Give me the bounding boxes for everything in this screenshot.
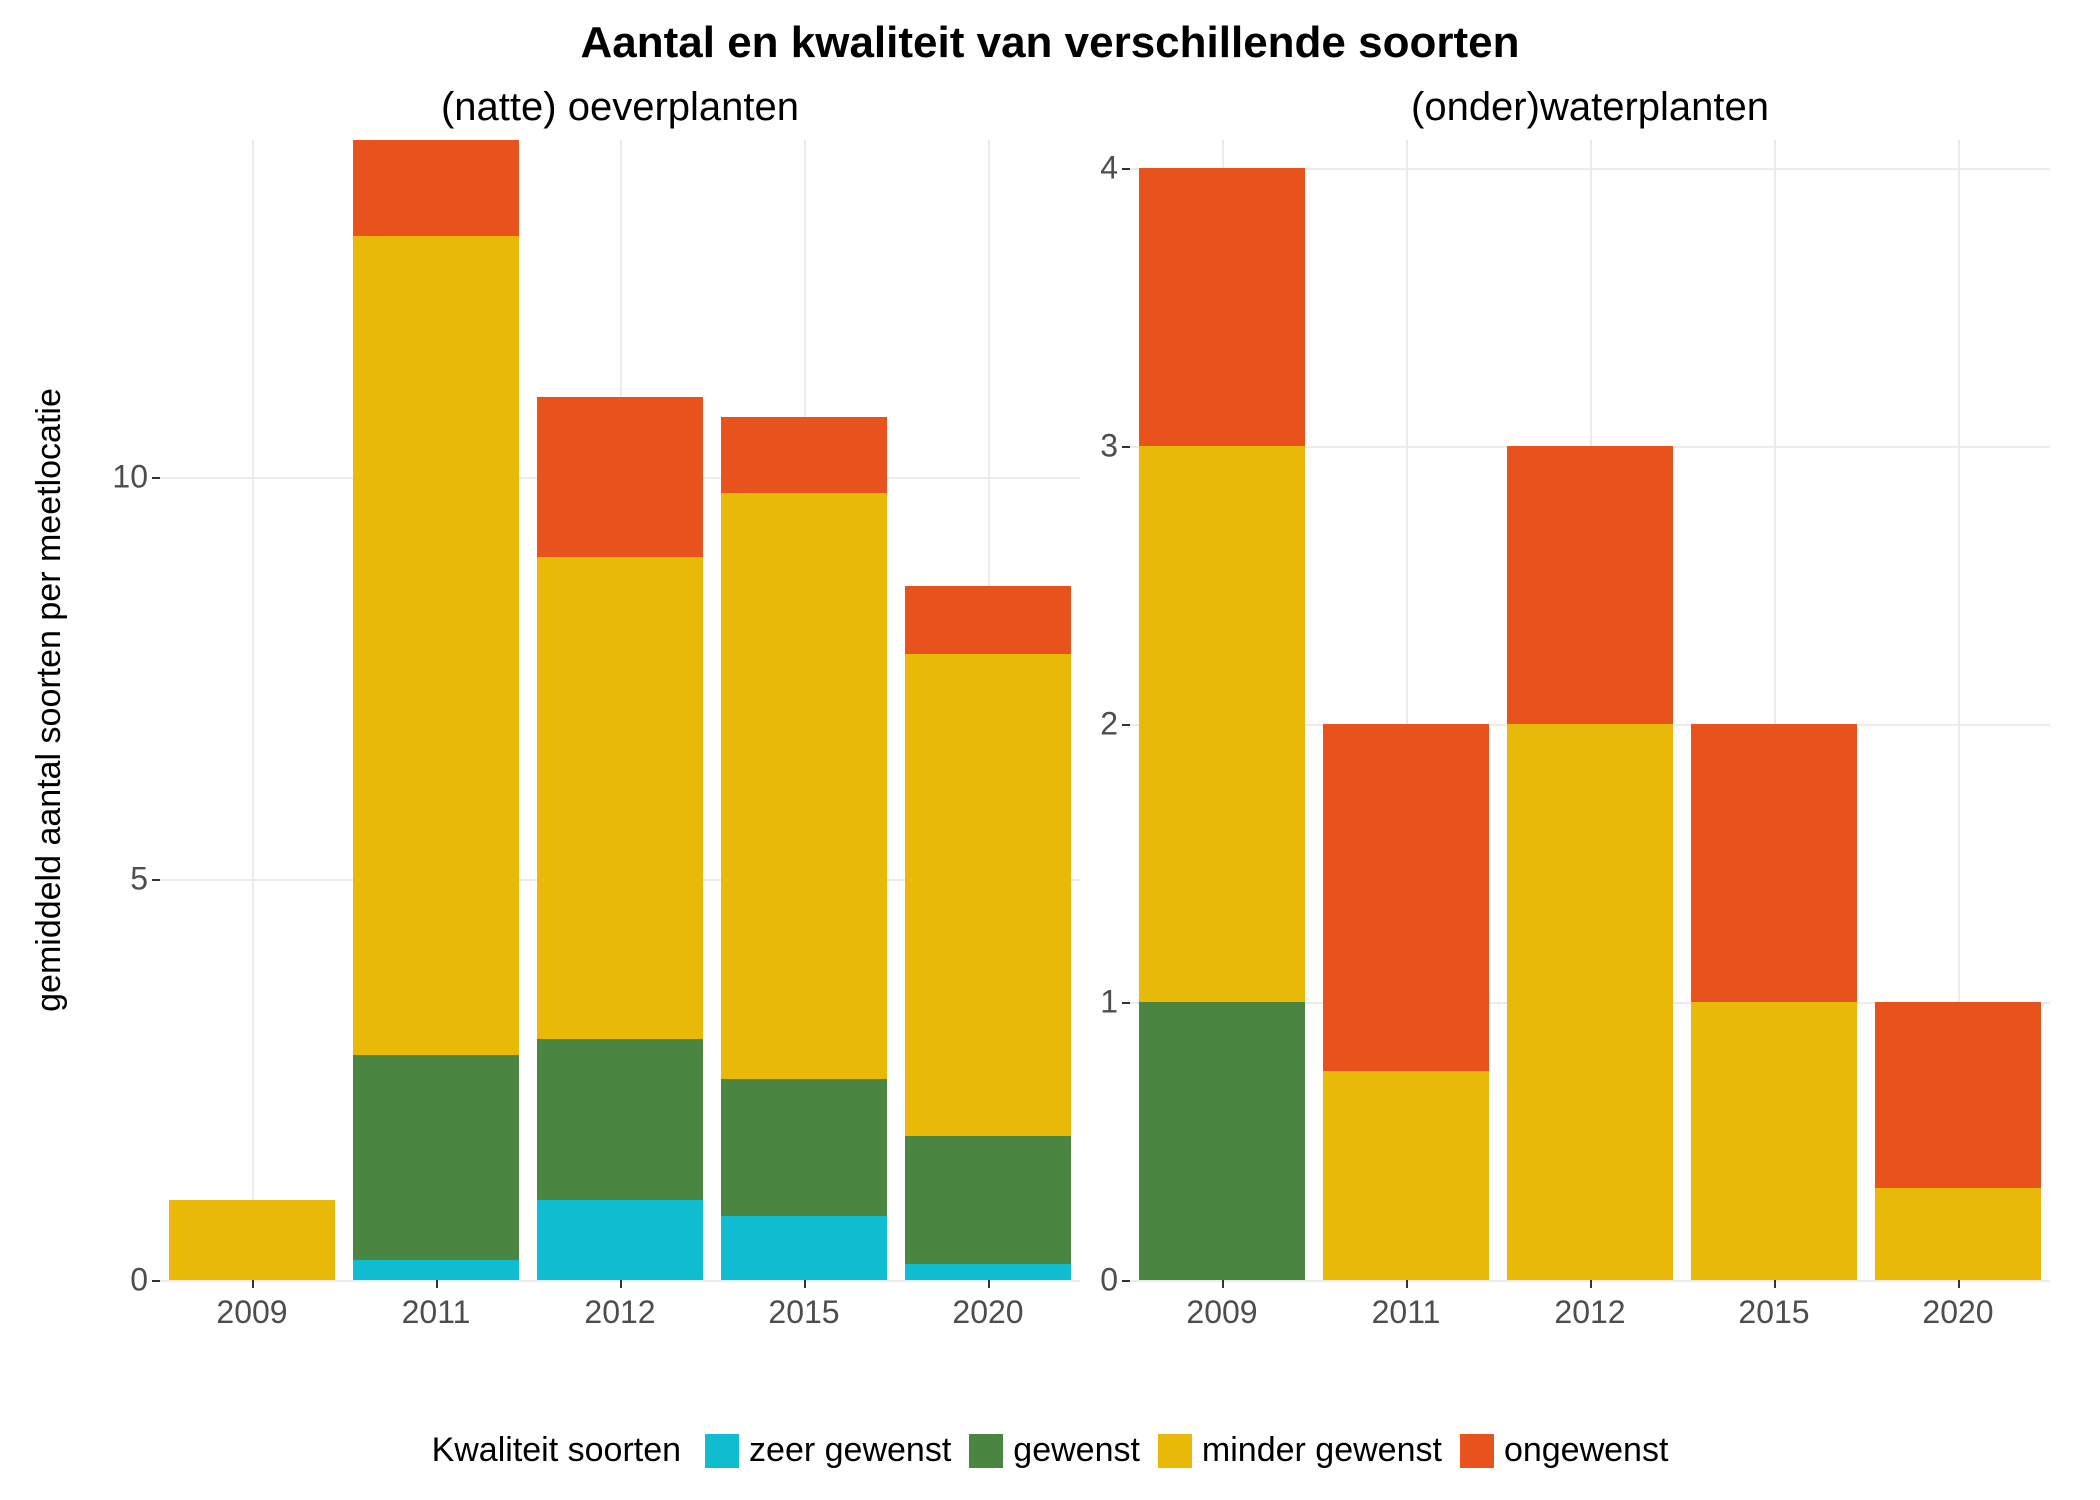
x-tick-label: 2009 [216,1280,287,1331]
bar-segment-zeer_gewenst [537,1200,703,1280]
bar-segment-ongewenst [1691,724,1857,1002]
bar-segment-ongewenst [1875,1002,2041,1188]
panel-title: (natte) oeverplanten [160,85,1080,130]
legend: Kwaliteit soorten zeer gewenst gewenst min… [0,1431,2100,1470]
y-tick-label: 0 [1100,1262,1130,1299]
bar-segment-ongewenst [353,140,519,236]
bar-segment-minder_gewenst [537,557,703,1039]
bar-segment-gewenst [721,1079,887,1215]
bar-segment-ongewenst [1139,168,1305,446]
bar-segment-minder_gewenst [1507,724,1673,1280]
bar-segment-ongewenst [1323,724,1489,1072]
bar-segment-gewenst [905,1136,1071,1264]
legend-title: Kwaliteit soorten [432,1431,681,1470]
bar-segment-minder_gewenst [353,236,519,1055]
bar-segment-ongewenst [537,397,703,558]
bar-segment-minder_gewenst [905,654,1071,1136]
y-tick-label: 1 [1100,983,1130,1020]
x-tick-label: 2012 [1554,1280,1625,1331]
x-tick-label: 2020 [952,1280,1023,1331]
bar [1323,724,1489,1280]
x-tick-label: 2009 [1186,1280,1257,1331]
legend-item: gewenst [969,1431,1140,1470]
x-tick-label: 2012 [584,1280,655,1331]
legend-label: zeer gewenst [749,1431,951,1470]
bar-segment-minder_gewenst [1875,1188,2041,1280]
bar-segment-zeer_gewenst [905,1264,1071,1280]
legend-swatch [969,1434,1003,1468]
y-tick-label: 10 [112,459,160,496]
chart-container: Aantal en kwaliteit van verschillende so… [0,0,2100,1500]
bar-segment-zeer_gewenst [721,1216,887,1280]
chart-title: Aantal en kwaliteit van verschillende so… [0,18,2100,68]
x-tick-label: 2011 [402,1280,471,1331]
bar-segment-ongewenst [1507,446,1673,724]
bar-segment-gewenst [353,1055,519,1260]
legend-swatch [705,1434,739,1468]
legend-swatch [1158,1434,1192,1468]
bar [1691,724,1857,1280]
x-tick-label: 2015 [1738,1280,1809,1331]
bar-segment-gewenst [537,1039,703,1200]
bar-segment-minder_gewenst [1323,1071,1489,1280]
y-tick-label: 4 [1100,149,1130,186]
bar [537,397,703,1280]
legend-swatch [1460,1434,1494,1468]
y-tick-label: 3 [1100,427,1130,464]
bar [1875,1002,2041,1280]
gridline-vertical [252,140,254,1280]
bar-segment-minder_gewenst [1139,446,1305,1002]
bar-segment-ongewenst [721,417,887,493]
bar [353,140,519,1280]
plot-area: 0123420092011201220152020 [1130,140,2050,1280]
legend-item: zeer gewenst [705,1431,951,1470]
plot-area: 051020092011201220152020 [160,140,1080,1280]
bar-segment-minder_gewenst [169,1200,335,1280]
x-tick-label: 2015 [768,1280,839,1331]
legend-item: minder gewenst [1158,1431,1442,1470]
x-tick-label: 2011 [1372,1280,1441,1331]
chart-panel: (onder)waterplanten012342009201120122015… [1130,140,2050,1280]
bar-segment-ongewenst [905,586,1071,654]
bar-segment-minder_gewenst [721,493,887,1079]
bar [169,1200,335,1280]
y-tick-label: 0 [130,1262,160,1299]
bar [721,417,887,1280]
legend-item: ongewenst [1460,1431,1668,1470]
y-tick-label: 2 [1100,705,1130,742]
bar-segment-minder_gewenst [1691,1002,1857,1280]
bar [1139,168,1305,1280]
bar-segment-zeer_gewenst [353,1260,519,1280]
bar-segment-gewenst [1139,1002,1305,1280]
chart-panel: (natte) oeverplanten05102009201120122015… [160,140,1080,1280]
legend-label: gewenst [1013,1431,1140,1470]
panel-title: (onder)waterplanten [1130,85,2050,130]
bar [1507,446,1673,1280]
bar [905,586,1071,1280]
x-tick-label: 2020 [1922,1280,1993,1331]
y-axis-label: gemiddeld aantal soorten per meetlocatie [30,388,69,1012]
legend-label: ongewenst [1504,1431,1668,1470]
legend-label: minder gewenst [1202,1431,1442,1470]
y-tick-label: 5 [130,860,160,897]
